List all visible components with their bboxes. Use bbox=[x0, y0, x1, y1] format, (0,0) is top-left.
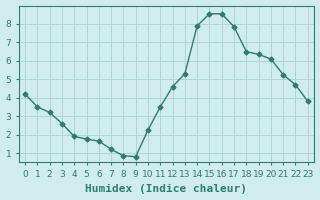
X-axis label: Humidex (Indice chaleur): Humidex (Indice chaleur) bbox=[85, 184, 247, 194]
